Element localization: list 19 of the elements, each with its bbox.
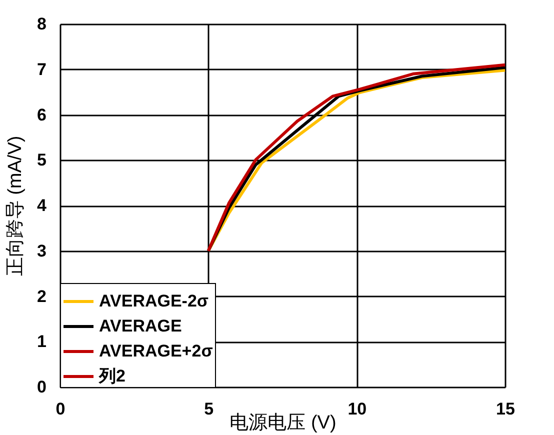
y-axis-title: 正向跨导 (mA/V) [5, 136, 26, 276]
x-tick-label: 0 [56, 400, 66, 418]
x-tick-label: 15 [496, 400, 515, 418]
y-tick-label: 3 [37, 241, 46, 260]
y-tick-label: 1 [37, 332, 46, 352]
legend-label: 列2 [98, 366, 126, 386]
y-tick-label: 2 [37, 286, 46, 306]
legend-label: AVERAGE+2σ [99, 342, 214, 360]
legend-label: AVERAGE [99, 316, 182, 336]
y-tick-label: 0 [37, 378, 46, 396]
x-tick-label: 5 [204, 400, 214, 418]
y-tick-label: 5 [37, 150, 46, 170]
y-tick-label: 8 [37, 14, 46, 34]
y-tick-label: 7 [37, 60, 46, 79]
x-tick-label: 10 [348, 400, 367, 418]
legend-label: AVERAGE-2σ [99, 292, 209, 310]
x-axis-title: 电源电压 (V) [230, 412, 336, 434]
y-tick-label: 6 [37, 105, 46, 124]
y-tick-label: 4 [37, 196, 48, 215]
